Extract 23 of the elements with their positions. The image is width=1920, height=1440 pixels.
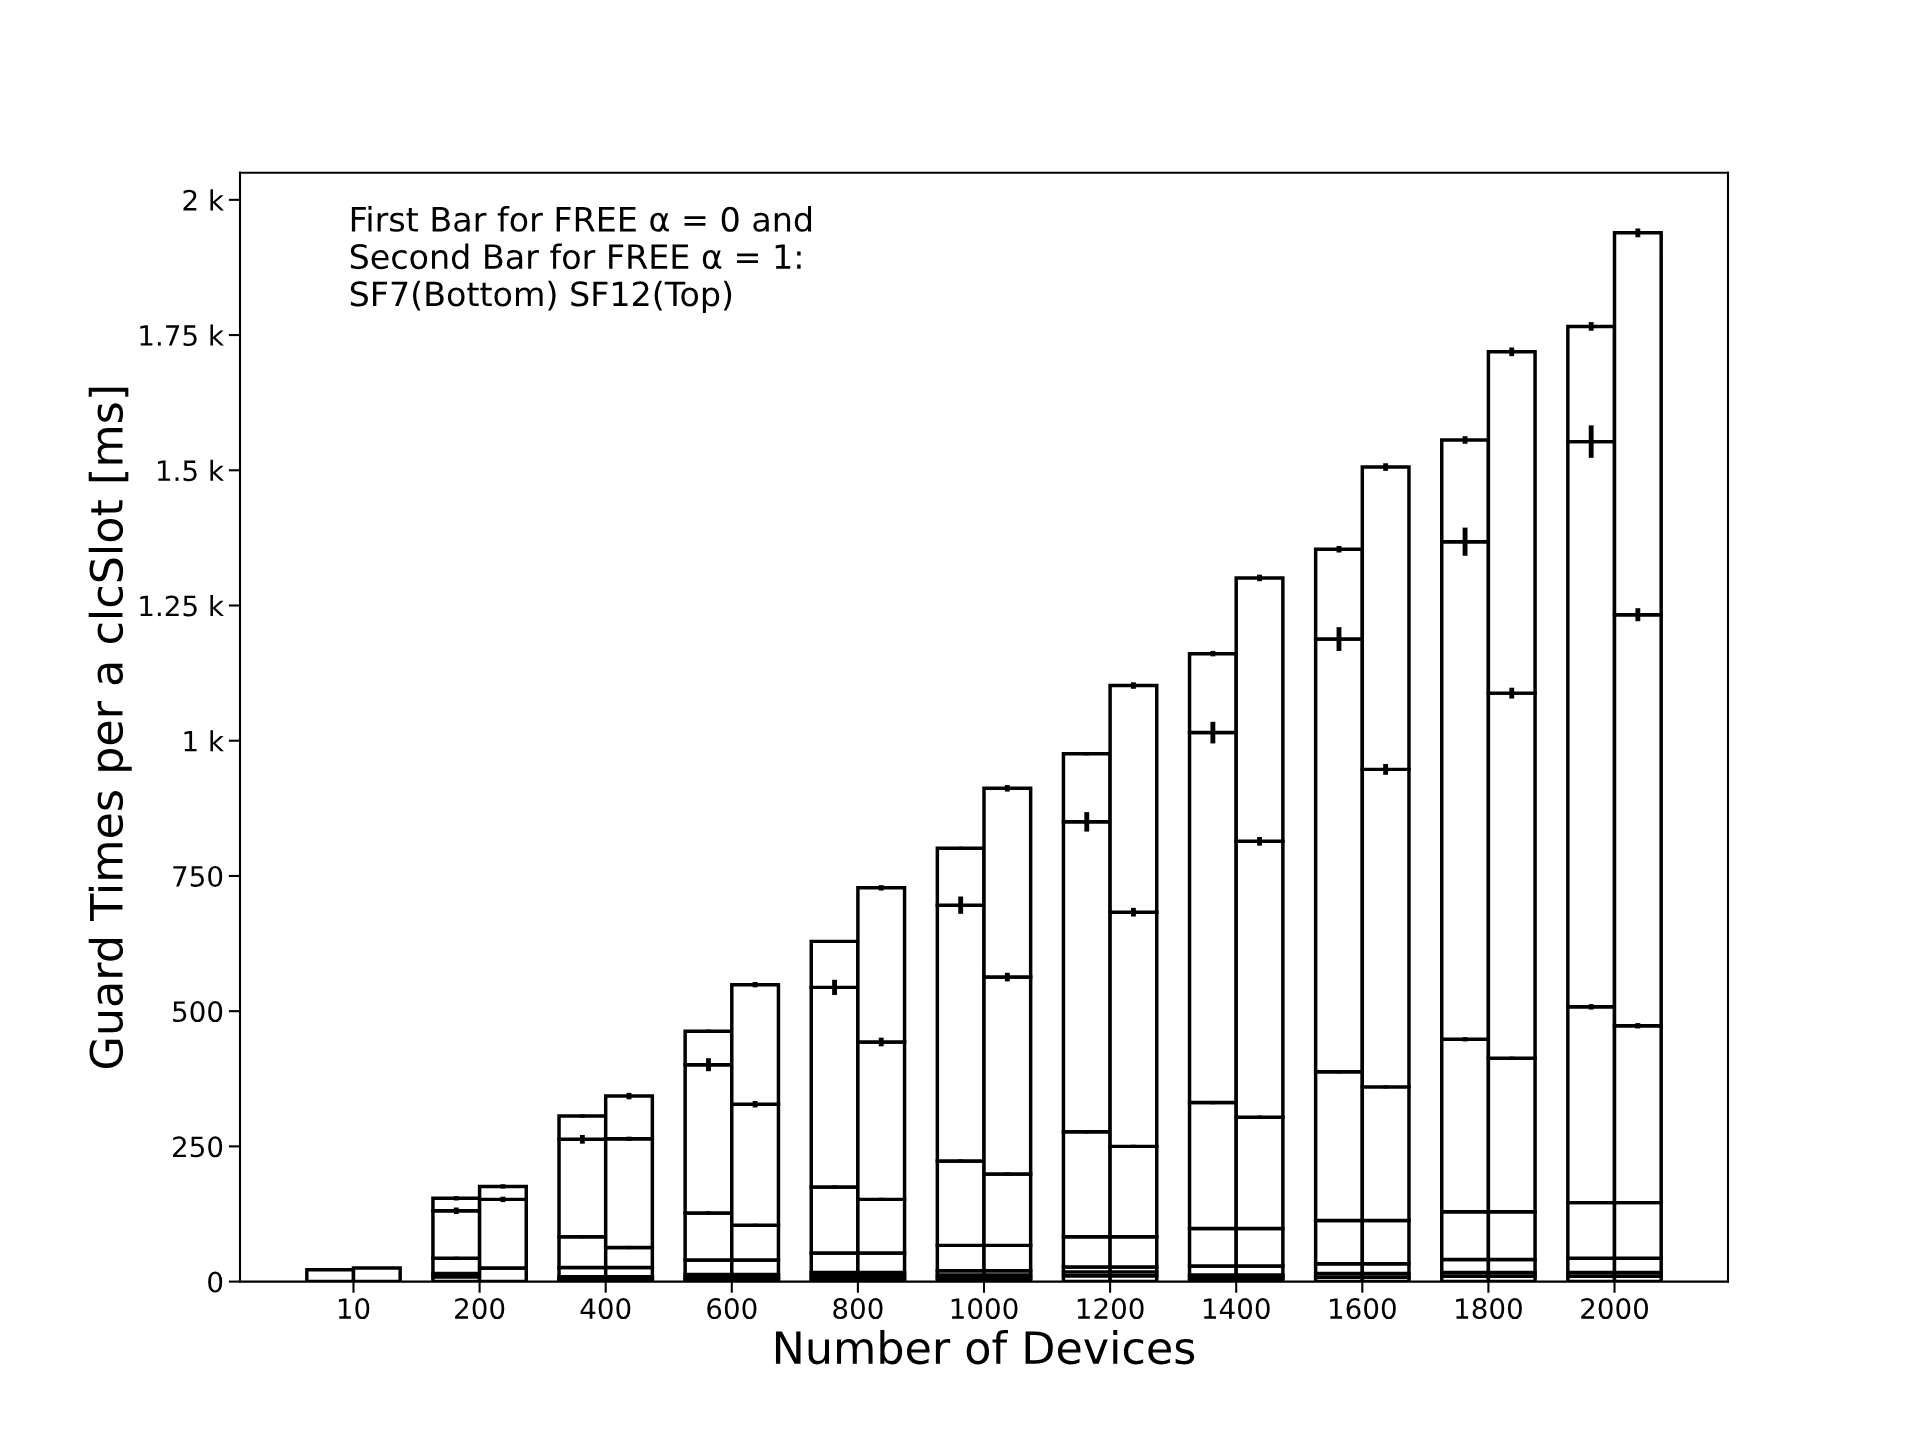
x-tick-label: 1800 bbox=[1456, 1298, 1522, 1320]
x-tick-label: 1400 bbox=[1203, 1298, 1270, 1320]
x-tick-label: 600 bbox=[707, 1298, 757, 1320]
y-tick-label: 1.25 k bbox=[140, 594, 224, 617]
y-axis-title: Guard Times per a clcSlot [ms] bbox=[88, 387, 132, 1069]
y-tick-label: 750 bbox=[173, 865, 223, 887]
x-axis-title: Number of Devices bbox=[775, 1330, 1195, 1365]
x-tick-label: 1000 bbox=[951, 1298, 1018, 1320]
x-tick-label: 200 bbox=[455, 1298, 505, 1320]
y-tick-label: 1.5 k bbox=[157, 459, 224, 482]
x-tick-label: 800 bbox=[833, 1298, 883, 1320]
y-tick-label: 1.75 k bbox=[140, 324, 224, 347]
y-tick-label: 500 bbox=[173, 1001, 223, 1023]
annotation: First Bar for FREE α = 0 and Second Bar for FREE α = 1: SF7(Bottom) SF12(Top) bbox=[350, 206, 812, 313]
y-tick-label: 1 k bbox=[184, 730, 224, 752]
y-tick-label: 250 bbox=[173, 1136, 223, 1158]
y-tick-label: 0 bbox=[208, 1271, 223, 1293]
y-tick-label: 2 k bbox=[183, 189, 224, 211]
x-tick-label: 400 bbox=[580, 1298, 631, 1320]
x-tick-label: 1200 bbox=[1077, 1298, 1144, 1320]
x-tick-label: 2000 bbox=[1581, 1298, 1649, 1320]
x-tick-label: 10 bbox=[338, 1298, 370, 1320]
x-tick-label: 1600 bbox=[1330, 1298, 1396, 1320]
